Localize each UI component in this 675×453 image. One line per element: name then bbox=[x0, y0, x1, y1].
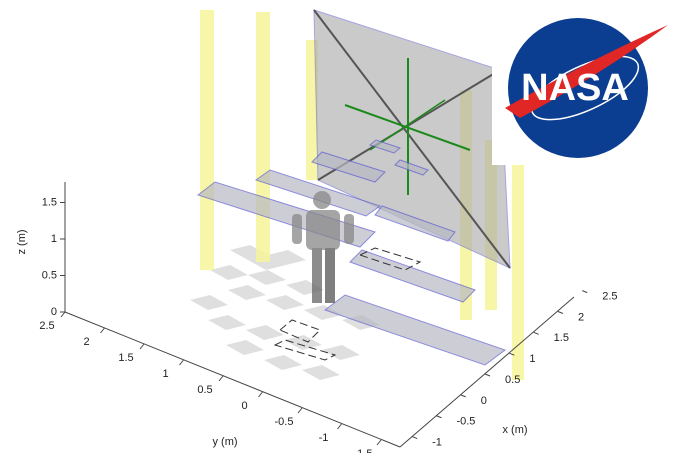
tick-label-x: 2 bbox=[578, 311, 584, 323]
axis-label-y: y (m) bbox=[212, 436, 237, 448]
tick-label-x: 1.5 bbox=[554, 332, 569, 344]
tick-mark bbox=[412, 437, 417, 439]
tick-mark bbox=[534, 332, 539, 334]
tick-label-z: 1.5 bbox=[42, 196, 57, 208]
tick-label-x: 1 bbox=[529, 353, 535, 365]
tick-mark bbox=[436, 416, 441, 418]
tick-label-y: 2.5 bbox=[39, 320, 54, 332]
tick-label-y: 2 bbox=[83, 336, 89, 348]
axis-label-z: z (m) bbox=[16, 229, 28, 254]
tick-label-z: 0 bbox=[51, 306, 57, 318]
tick-mark bbox=[298, 408, 302, 413]
tick-mark bbox=[485, 374, 490, 376]
tick-label-x: 0 bbox=[481, 395, 487, 407]
tick-label-x: -1 bbox=[432, 436, 442, 448]
tick-label-y: 1.5 bbox=[118, 352, 133, 364]
tick-label-x: 0.5 bbox=[505, 374, 520, 386]
axis-label-x: x (m) bbox=[502, 424, 527, 436]
tick-mark bbox=[101, 328, 105, 333]
nasa-logo: NASA bbox=[492, 0, 675, 165]
tick-mark bbox=[461, 395, 466, 397]
tick-mark bbox=[180, 360, 184, 365]
tick-label-y: 1 bbox=[162, 368, 168, 380]
tick-mark bbox=[582, 291, 587, 293]
tick-mark bbox=[377, 440, 381, 445]
tick-mark bbox=[61, 312, 65, 317]
tick-mark bbox=[219, 376, 223, 381]
tick-label-y: 0 bbox=[241, 400, 247, 412]
tick-label-x: 2.5 bbox=[602, 291, 617, 303]
tick-mark bbox=[140, 344, 144, 349]
tick-mark bbox=[338, 424, 342, 429]
tick-label-y: -0.5 bbox=[275, 416, 294, 428]
logo-text: NASA bbox=[521, 67, 629, 109]
tick-mark bbox=[259, 392, 263, 397]
tick-label-x: -0.5 bbox=[456, 416, 475, 428]
tick-label-y: -1 bbox=[319, 432, 329, 444]
scene: 0 0.5 1 1.5 2.5 2 1.5 1 0.5 0 -0.5 -1 -1.5 -1 -0.5 0 0.5… bbox=[0, 0, 675, 453]
tick-label-y: 0.5 bbox=[197, 384, 212, 396]
tick-label-z: 1 bbox=[51, 233, 57, 245]
tick-label-y: -1.5 bbox=[354, 448, 373, 453]
tick-label-z: 0.5 bbox=[42, 269, 57, 281]
tick-mark bbox=[558, 311, 563, 313]
